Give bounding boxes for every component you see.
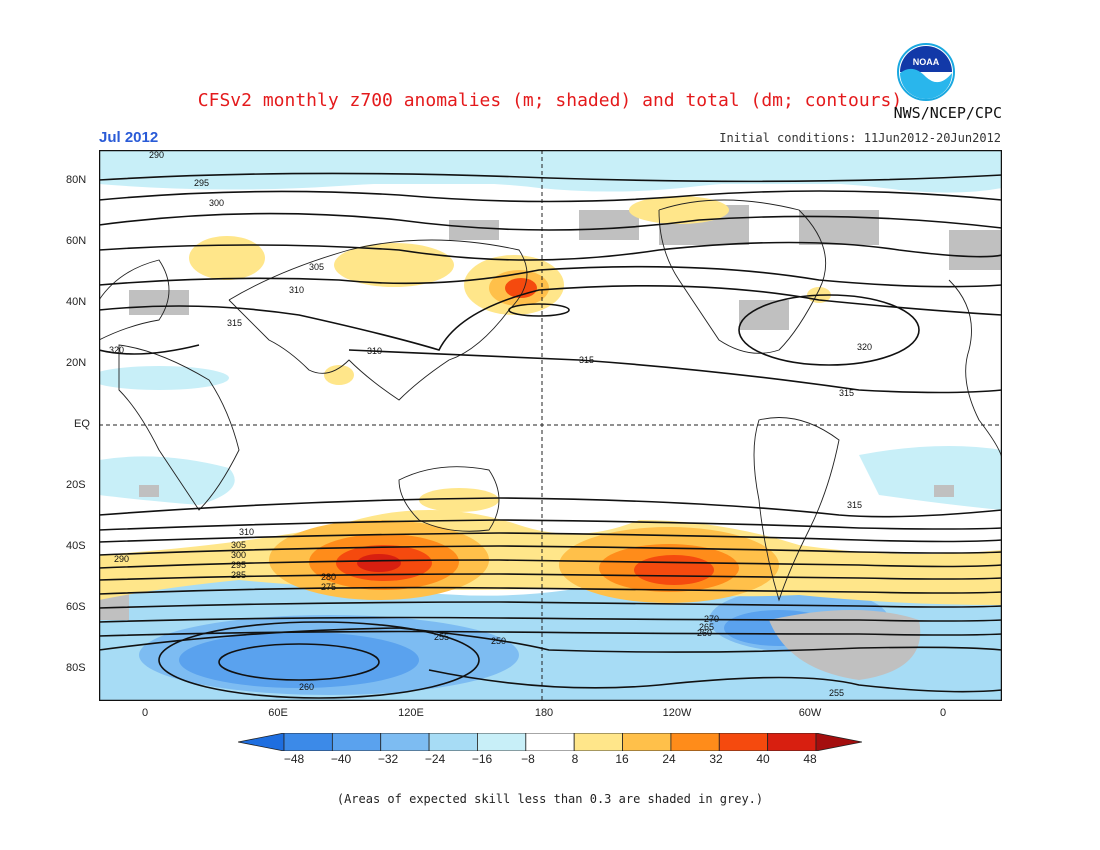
noaa-logo: NOAA <box>897 43 955 101</box>
colorbar <box>238 733 862 751</box>
contour-label: 300 <box>231 550 246 560</box>
colorbar-cell <box>428 733 478 751</box>
lat-label: 60N <box>66 235 87 247</box>
contour-label: 260 <box>299 682 314 692</box>
contour-label: 255 <box>829 688 844 698</box>
colorbar-cell <box>573 733 623 751</box>
plot-title: CFSv2 monthly z700 anomalies (m; shaded)… <box>197 90 903 111</box>
colorbar-tick: 32 <box>709 752 723 766</box>
colorbar-cell <box>380 733 430 751</box>
lat-label: 20N <box>66 357 87 369</box>
colorbar-tick: 24 <box>662 752 676 766</box>
contour-label: 275 <box>321 582 336 592</box>
colorbar-cell <box>718 733 769 751</box>
colorbar-cell <box>525 733 575 751</box>
coastlines <box>99 199 1002 602</box>
contour-label: 250 <box>491 636 506 646</box>
contour-label: 290 <box>114 554 129 564</box>
colorbar-cell <box>238 733 285 751</box>
contour-label: 315 <box>839 388 854 398</box>
svg-text:NOAA: NOAA <box>913 57 940 67</box>
agency-label: NWS/NCEP/CPC <box>893 104 1002 122</box>
height-contours <box>99 172 1002 699</box>
lon-label: 120W <box>662 707 692 719</box>
initial-conditions: Initial conditions: 11Jun2012-20Jun2012 <box>719 131 1001 145</box>
colorbar-tick: −32 <box>377 752 399 766</box>
lat-label: 40S <box>66 540 86 552</box>
lon-label: 60W <box>798 707 822 719</box>
colorbar-cell <box>815 733 862 751</box>
colorbar-cell <box>283 733 333 751</box>
contour-label: 315 <box>847 500 862 510</box>
colorbar-tick: 40 <box>756 752 770 766</box>
colorbar-cell <box>670 733 720 751</box>
contour-label: 315 <box>579 355 594 365</box>
lat-label: 20S <box>66 479 86 491</box>
map-frame <box>99 150 1002 701</box>
colorbar-cell <box>622 733 672 751</box>
colorbar-tick: −40 <box>330 752 352 766</box>
contour-label: 320 <box>109 345 124 355</box>
contour-label: 310 <box>289 285 304 295</box>
contour-label: 295 <box>231 560 246 570</box>
colorbar-cell <box>767 733 817 751</box>
contour-label: 265 <box>699 622 714 632</box>
colorbar-tick: −48 <box>283 752 305 766</box>
contour-label: 295 <box>194 178 209 188</box>
lat-label: 40N <box>66 296 87 308</box>
lon-label: 0 <box>141 707 149 719</box>
contour-label: 310 <box>239 527 254 537</box>
contour-labels: 290 295 300 305 310 315 320 310 315 320 … <box>109 150 872 698</box>
contour-label: 305 <box>231 540 246 550</box>
contour-label: 315 <box>227 318 242 328</box>
lat-label: EQ <box>74 418 90 430</box>
lon-label: 120E <box>398 707 424 719</box>
lon-label: 60E <box>268 707 288 719</box>
skill-note: (Areas of expected skill less than 0.3 a… <box>336 792 764 806</box>
colorbar-tick: −24 <box>424 752 446 766</box>
contour-label: 310 <box>367 346 382 356</box>
colorbar-tick: 16 <box>615 752 629 766</box>
contour-label: 300 <box>209 198 224 208</box>
colorbar-tick: 8 <box>571 752 579 766</box>
colorbar-cell <box>331 733 382 751</box>
forecast-month: Jul 2012 <box>99 129 159 146</box>
low-skill-shading <box>99 205 1002 680</box>
contour-label: 255 <box>434 632 449 642</box>
lat-label: 80N <box>66 174 87 186</box>
colorbar-cell <box>477 733 527 751</box>
contour-label: 285 <box>231 570 246 580</box>
lat-label: 60S <box>66 601 86 613</box>
lon-label: 180 <box>534 707 554 719</box>
lat-label: 80S <box>66 662 86 674</box>
contour-label: 320 <box>857 342 872 352</box>
colorbar-tick: 48 <box>803 752 817 766</box>
contour-label: 260 <box>697 628 712 638</box>
lon-label: 0 <box>939 707 947 719</box>
anomaly-map: 290 295 300 305 310 315 320 310 315 320 … <box>99 150 1002 701</box>
colorbar-tick: −8 <box>521 752 535 766</box>
contour-label: 280 <box>321 572 336 582</box>
colorbar-tick: −16 <box>471 752 493 766</box>
contour-label: 305 <box>309 262 324 272</box>
contour-label: 270 <box>704 614 719 624</box>
contour-label: 290 <box>149 150 164 160</box>
positive-anomaly-shading <box>99 196 1002 605</box>
